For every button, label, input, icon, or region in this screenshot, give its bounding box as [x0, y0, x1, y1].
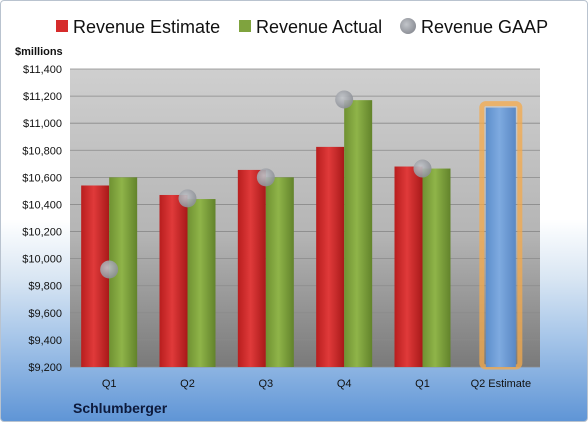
y-axis-ticks: $9,200 $9,400 $9,600 $9,800 $10,000 $10,200 $1… — [22, 64, 62, 374]
bar-revenue-estimate — [237, 169, 266, 367]
y-tick-label: $11,000 — [23, 118, 62, 130]
y-tick-label: $10,000 — [22, 254, 62, 266]
bar-q2-estimate — [485, 107, 516, 367]
plot-area — [70, 69, 540, 367]
bar-revenue-actual — [187, 199, 216, 367]
x-category-label: Q1 — [102, 378, 117, 390]
x-category-label: Q1 — [415, 378, 430, 390]
y-tick-label: $10,800 — [22, 145, 62, 157]
y-tick-label: $10,600 — [22, 172, 62, 184]
gridlines — [70, 68, 540, 368]
y-tick-label: $9,600 — [28, 308, 62, 320]
x-category-label: Q2 Estimate — [471, 378, 532, 390]
y-tick-label: $9,200 — [28, 362, 62, 374]
legend-swatch-estimate — [56, 20, 68, 32]
bar-revenue-actual — [265, 177, 294, 367]
legend-swatch-actual — [239, 20, 251, 32]
y-tick-label: $9,800 — [28, 281, 62, 293]
x-category-label: Q4 — [337, 378, 352, 390]
marker-revenue-gaap — [413, 159, 432, 178]
x-category-label: Q2 — [180, 378, 195, 390]
marker-revenue-gaap — [256, 168, 275, 187]
bar-revenue-estimate — [159, 194, 188, 367]
bar-revenue-actual — [422, 168, 451, 367]
bar-revenue-actual — [344, 100, 373, 368]
bar-revenue-estimate — [316, 146, 345, 367]
bars — [81, 100, 523, 370]
marker-revenue-gaap — [178, 189, 197, 208]
y-tick-label: $9,400 — [28, 335, 62, 347]
legend-label-gaap: Revenue GAAP — [421, 17, 548, 37]
legend-label-estimate: Revenue Estimate — [73, 17, 220, 37]
gaap-markers — [100, 90, 432, 279]
y-axis-unit: $millions — [15, 46, 63, 58]
legend: Revenue Estimate Revenue Actual Revenue … — [56, 17, 548, 37]
y-tick-label: $10,400 — [22, 199, 62, 211]
company-name: Schlumberger — [73, 400, 168, 416]
bar-revenue-estimate — [394, 166, 423, 367]
y-tick-label: $10,200 — [22, 227, 62, 239]
x-axis-categories: Q1 Q2 Q3 Q4 Q1 Q2 Estimate — [102, 378, 531, 390]
marker-revenue-gaap — [100, 260, 119, 279]
legend-label-actual: Revenue Actual — [256, 17, 382, 37]
x-category-label: Q3 — [258, 378, 273, 390]
legend-swatch-gaap — [400, 18, 416, 34]
marker-revenue-gaap — [335, 90, 354, 109]
y-tick-label: $11,400 — [23, 64, 62, 76]
y-tick-label: $11,200 — [23, 91, 62, 103]
